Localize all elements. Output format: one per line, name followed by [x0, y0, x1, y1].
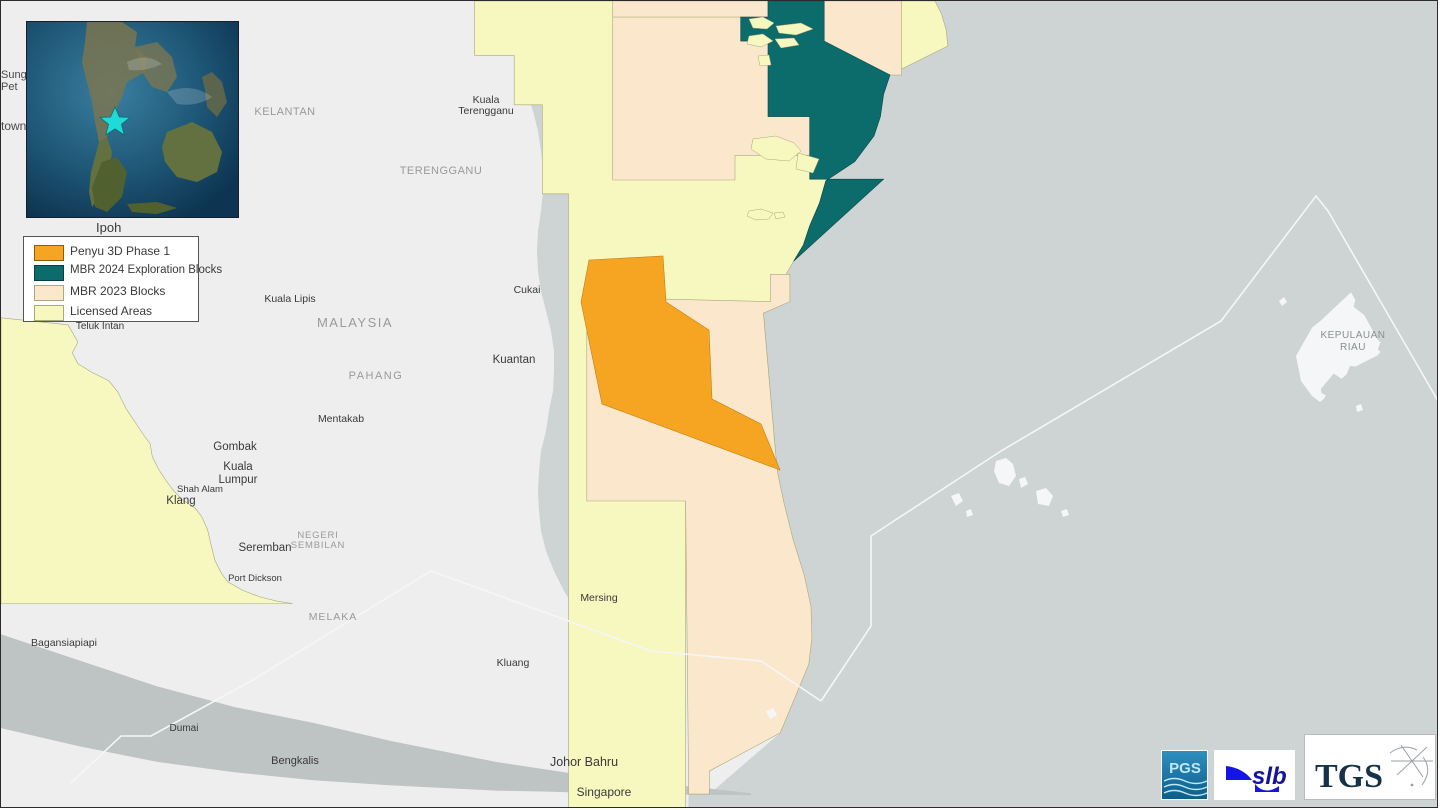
svg-text:Johor Bahru: Johor Bahru [550, 755, 618, 769]
svg-text:Gombak: Gombak [213, 441, 257, 453]
svg-text:Dumai: Dumai [170, 723, 199, 734]
svg-text:Singapore: Singapore [577, 785, 632, 799]
svg-text:KELANTAN: KELANTAN [254, 106, 315, 118]
svg-text:slb: slb [1252, 763, 1287, 790]
svg-text:Cukai: Cukai [514, 284, 541, 296]
svg-text:Port Dickson: Port Dickson [228, 573, 282, 584]
svg-text:Seremban: Seremban [238, 542, 291, 554]
svg-text:RIAU: RIAU [1340, 342, 1366, 353]
svg-text:Lumpur: Lumpur [219, 474, 258, 486]
svg-text:Kluang: Kluang [497, 657, 530, 669]
svg-text:PGS: PGS [1169, 760, 1201, 777]
svg-text:Kuantan: Kuantan [493, 354, 536, 366]
svg-text:Teluk Intan: Teluk Intan [76, 321, 124, 332]
svg-text:SEMBILAN: SEMBILAN [291, 540, 345, 551]
svg-text:Shah Alam: Shah Alam [177, 484, 223, 495]
svg-text:MALAYSIA: MALAYSIA [317, 315, 393, 330]
svg-text:Kuala: Kuala [223, 461, 253, 473]
svg-text:Kuala Lipis: Kuala Lipis [264, 293, 315, 305]
svg-text:TERENGGANU: TERENGGANU [400, 165, 483, 177]
svg-text:Bagansiapiapi: Bagansiapiapi [31, 637, 97, 649]
svg-text:Mentakab: Mentakab [318, 413, 364, 425]
svg-text:PAHANG: PAHANG [349, 370, 404, 382]
svg-text:MELAKA: MELAKA [309, 611, 358, 623]
svg-text:Mersing: Mersing [580, 592, 618, 604]
svg-text:KEPULAUAN: KEPULAUAN [1320, 330, 1385, 341]
svg-text:Klang: Klang [166, 495, 195, 507]
svg-text:TGS: TGS [1315, 758, 1383, 795]
svg-text:Bengkalis: Bengkalis [271, 755, 319, 767]
svg-text:Terengganu: Terengganu [458, 105, 514, 117]
